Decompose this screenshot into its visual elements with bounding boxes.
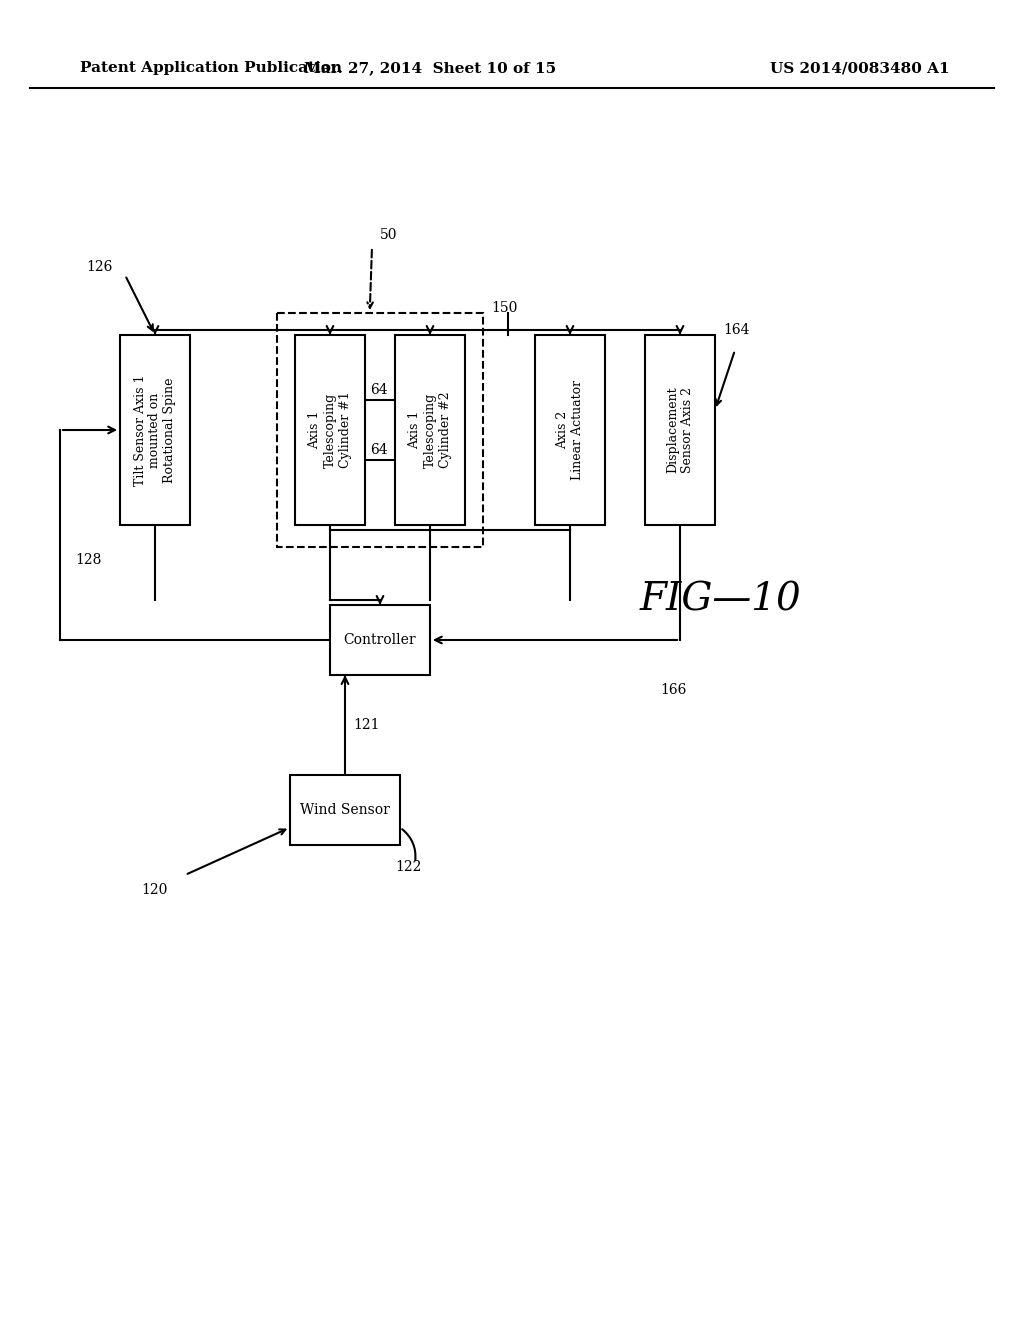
Bar [535,335,605,525]
Text: US 2014/0083480 A1: US 2014/0083480 A1 [770,61,950,75]
Text: 128: 128 [75,553,101,568]
Text: Patent Application Publication: Patent Application Publication [80,61,342,75]
Text: Mar. 27, 2014  Sheet 10 of 15: Mar. 27, 2014 Sheet 10 of 15 [304,61,556,75]
Text: Controller: Controller [344,634,417,647]
Bar [120,335,190,525]
Text: 150: 150 [490,301,517,315]
Bar [395,335,465,525]
Text: Tilt Sensor Axis 1
mounted on
Rotational Spine: Tilt Sensor Axis 1 mounted on Rotational… [133,375,176,486]
Text: 126: 126 [87,260,113,275]
Text: Wind Sensor: Wind Sensor [300,803,390,817]
Text: Displacement
Sensor Axis 2: Displacement Sensor Axis 2 [666,387,694,474]
Text: 166: 166 [660,682,686,697]
Text: FIG—10: FIG—10 [639,582,801,619]
Text: Axis 1
Telescoping
Cylinder #2: Axis 1 Telescoping Cylinder #2 [409,392,452,469]
Text: 122: 122 [395,861,421,874]
Bar [278,313,483,546]
Text: Axis 1
Telescoping
Cylinder #1: Axis 1 Telescoping Cylinder #1 [308,392,351,469]
Text: 121: 121 [353,718,380,733]
Text: 50: 50 [380,228,397,242]
Text: 64: 64 [370,383,388,397]
Text: Axis 2
Linear Actuator: Axis 2 Linear Actuator [556,380,584,480]
Text: 120: 120 [141,883,168,898]
Bar [295,335,365,525]
Text: 64: 64 [370,444,388,457]
Bar [290,775,400,845]
Text: 164: 164 [723,323,750,337]
Bar [645,335,715,525]
Bar [330,605,430,675]
